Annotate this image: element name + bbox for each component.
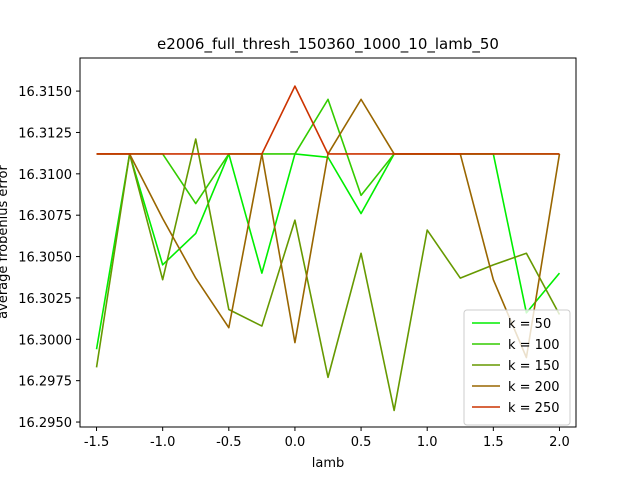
x-axis-label: lamb xyxy=(312,456,345,471)
y-tick-label: 16.3100 xyxy=(18,168,72,183)
x-tick-label: -1.0 xyxy=(150,435,175,450)
x-tick-label: 1.0 xyxy=(417,435,438,450)
legend-label: k = 100 xyxy=(508,338,560,353)
y-tick-label: 16.3150 xyxy=(18,85,72,100)
x-tick-label: -0.5 xyxy=(216,435,241,450)
y-tick-label: 16.3025 xyxy=(18,292,72,307)
plot-frame xyxy=(79,57,577,428)
series-line-5 xyxy=(96,85,560,155)
series-line-3 xyxy=(95,138,561,412)
x-tick-label: -1.5 xyxy=(84,435,109,450)
x-tick-label: 0.0 xyxy=(285,435,306,450)
x-tick-label: 1.5 xyxy=(483,435,504,450)
legend: k = 50 k = 100 k = 150 k = 200 k = 250 xyxy=(463,309,571,426)
y-tick-label: 16.3125 xyxy=(18,126,72,141)
legend-label: k = 200 xyxy=(508,380,560,395)
y-tick-label: 16.3075 xyxy=(18,209,72,224)
y-tick-label: 16.2975 xyxy=(18,375,72,390)
y-axis-ticks: 16.2950 16.2975 16.3000 16.3025 16.3050 16.30… xyxy=(18,85,80,431)
series-layer xyxy=(95,85,561,412)
legend-box xyxy=(463,309,571,426)
x-tick-label: 2.0 xyxy=(549,435,570,450)
x-tick-label: 0.5 xyxy=(351,435,372,450)
x-axis-ticks: -1.5 -1.0 -0.5 0.0 0.5 1.0 1.5 2.0 xyxy=(84,427,570,450)
y-tick-label: 16.2950 xyxy=(18,416,72,431)
chart-title: e2006_full_thresh_150360_1000_10_lamb_50 xyxy=(157,35,499,54)
y-axis-label: average frobenius error xyxy=(0,165,11,319)
legend-label: k = 150 xyxy=(508,359,560,374)
legend-label: k = 250 xyxy=(508,401,560,416)
series-line-2 xyxy=(96,98,560,205)
y-tick-label: 16.3050 xyxy=(18,251,72,266)
legend-label: k = 50 xyxy=(508,317,551,332)
y-tick-label: 16.3000 xyxy=(18,333,72,348)
